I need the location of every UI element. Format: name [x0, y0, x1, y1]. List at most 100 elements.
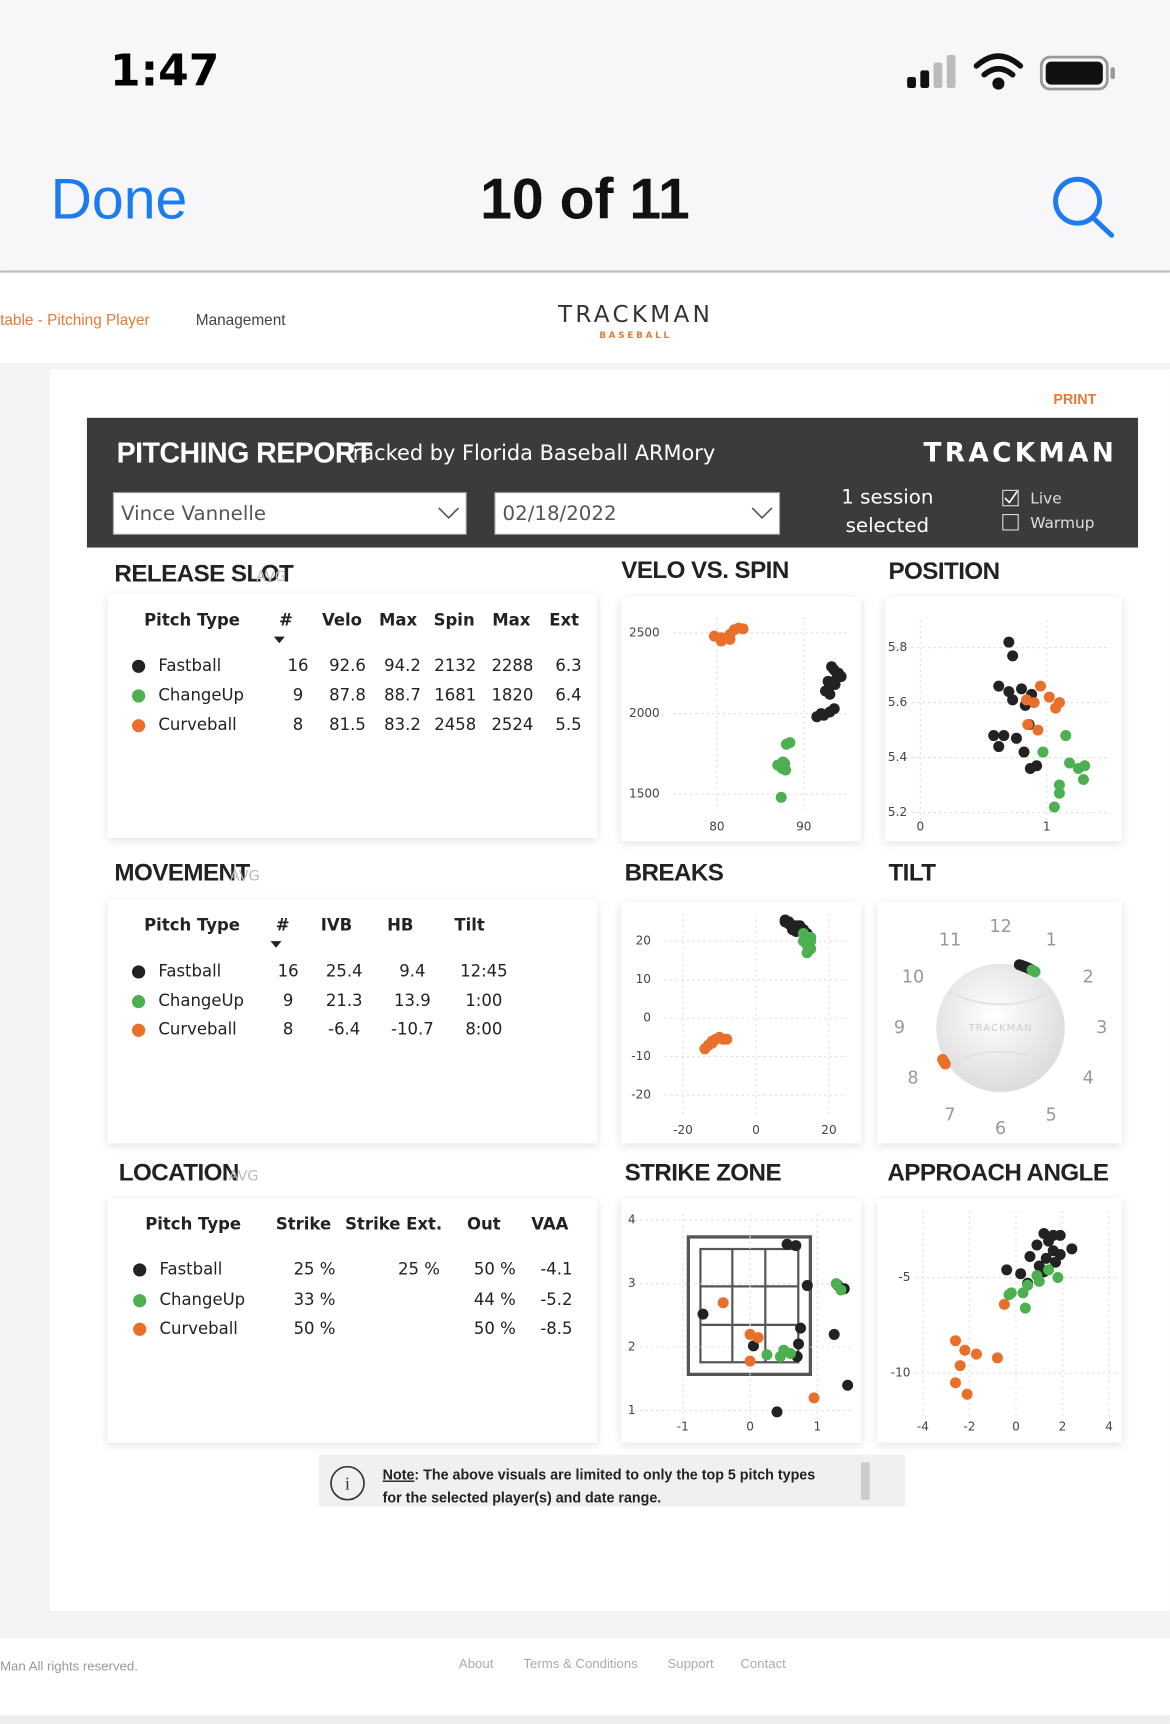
y-tick-label: 20 [636, 934, 651, 948]
column-header: Max [379, 611, 418, 630]
pitch-dot [133, 1294, 147, 1308]
live-label: Live [1030, 490, 1061, 508]
pitch-name: Fastball [158, 656, 221, 675]
y-tick-label: 2500 [629, 625, 660, 639]
footer-link[interactable]: Support [667, 1656, 714, 1671]
done-button[interactable]: Done [51, 168, 188, 232]
pitch-name: ChangeUp [159, 1290, 245, 1309]
pitch-dot [133, 1263, 147, 1277]
table-tag: AVG [256, 569, 286, 585]
pitch-point [988, 730, 1000, 742]
pitch-point [830, 1278, 842, 1290]
page-counter: 10 of 11 [480, 168, 690, 232]
report-brand: TRACKMAN [924, 439, 1118, 469]
pitch-point [780, 738, 792, 750]
player-dropdown[interactable] [112, 492, 467, 535]
pitch-point [1053, 787, 1065, 799]
table-cell: -4.1 [540, 1259, 572, 1278]
pitch-point [1017, 1287, 1029, 1299]
breadcrumb-link[interactable]: table - Pitching Player [0, 312, 150, 329]
session-count: 1 session [841, 486, 933, 509]
table-panel [107, 1198, 598, 1443]
pitch-point [801, 947, 813, 959]
table-cell: 8 [293, 715, 304, 734]
warmup-checkbox[interactable] [1002, 514, 1019, 531]
pitch-point [1037, 746, 1049, 758]
clock-hour: 5 [1046, 1106, 1057, 1126]
live-checkbox[interactable] [1002, 489, 1019, 507]
print-button[interactable]: PRINT [1053, 392, 1096, 408]
note-box [318, 1454, 905, 1507]
date-dropdown[interactable] [494, 492, 781, 535]
copyright: Man All rights reserved. [0, 1658, 138, 1673]
table-panel [107, 899, 598, 1144]
table-cell: 9.4 [399, 961, 425, 980]
pitch-point [1032, 724, 1044, 736]
note-text: for the selected player(s) and date rang… [383, 1490, 662, 1506]
column-header: IVB [321, 915, 352, 934]
y-tick-label: 5.2 [888, 805, 907, 819]
pitch-point [779, 914, 791, 926]
pitch-point [747, 1340, 759, 1352]
pitch-point [970, 1348, 982, 1360]
pitch-point [761, 1349, 773, 1361]
table-cell: 9 [283, 991, 294, 1010]
table-cell: 50 % [474, 1319, 516, 1338]
chart-panel [621, 1198, 861, 1443]
note-text: : The above visuals are limited to only … [414, 1467, 815, 1483]
column-header: Ext [549, 611, 579, 630]
pitch-dot [133, 1322, 147, 1336]
dropdown-arrow [751, 507, 773, 520]
table-cell: 6.4 [555, 685, 581, 704]
table-cell: 2132 [434, 656, 476, 675]
pitch-point [1043, 691, 1055, 703]
session-count: selected [846, 514, 930, 537]
sort-arrow [270, 941, 282, 948]
x-tick-label: 1 [814, 1420, 822, 1434]
table-panel [107, 593, 598, 838]
table-cell: 25 % [398, 1259, 440, 1278]
pitch-point [1040, 1252, 1052, 1264]
table-cell: 88.7 [384, 685, 421, 704]
table-cell: 8 [283, 1020, 294, 1039]
menu-link[interactable]: Management [196, 312, 286, 329]
pitch-point [1022, 719, 1034, 731]
pitch-point [993, 741, 1005, 753]
clock-hour: 1 [1046, 930, 1057, 950]
check-mark [1004, 490, 1018, 504]
y-tick-label: 2 [628, 1340, 636, 1354]
pitch-point [1034, 680, 1046, 692]
site-header [0, 280, 1170, 363]
pitch-dot [132, 965, 146, 979]
chart-title: TILT [888, 859, 936, 886]
ball-seams [947, 990, 1054, 1066]
pitch-point [950, 1335, 961, 1347]
table-tag: AVG [229, 1168, 259, 1184]
search-button[interactable] [1053, 176, 1115, 238]
pitch-point [1031, 1270, 1043, 1282]
table-cell: 2288 [491, 656, 533, 675]
column-header: Tilt [454, 915, 485, 934]
pitch-point [998, 730, 1010, 742]
pitch-point [1028, 697, 1040, 709]
pitch-point [1053, 697, 1065, 709]
column-header: Pitch Type [145, 1214, 241, 1233]
footer-link[interactable]: Contact [740, 1656, 786, 1671]
site-logo[interactable]: TRACKMAN [557, 302, 713, 328]
pitch-point [829, 679, 841, 691]
pitch-dot [132, 995, 146, 1009]
pitch-point [991, 1352, 1003, 1364]
table-cell: 50 % [474, 1259, 516, 1278]
pitch-point [1024, 1250, 1036, 1262]
footer-link[interactable]: Terms & Conditions [523, 1656, 638, 1671]
scrollbar [860, 1462, 870, 1500]
x-tick-label: 0 [746, 1420, 754, 1434]
pitch-point [697, 1308, 709, 1320]
clock-hour: 12 [989, 917, 1011, 937]
pitch-dot [132, 659, 146, 673]
date-value: 02/18/2022 [503, 502, 617, 525]
pitch-point [801, 1280, 813, 1292]
y-tick-label: 10 [636, 972, 651, 986]
table-title: RELEASE SLOT [114, 560, 294, 587]
footer-link[interactable]: About [459, 1656, 494, 1671]
